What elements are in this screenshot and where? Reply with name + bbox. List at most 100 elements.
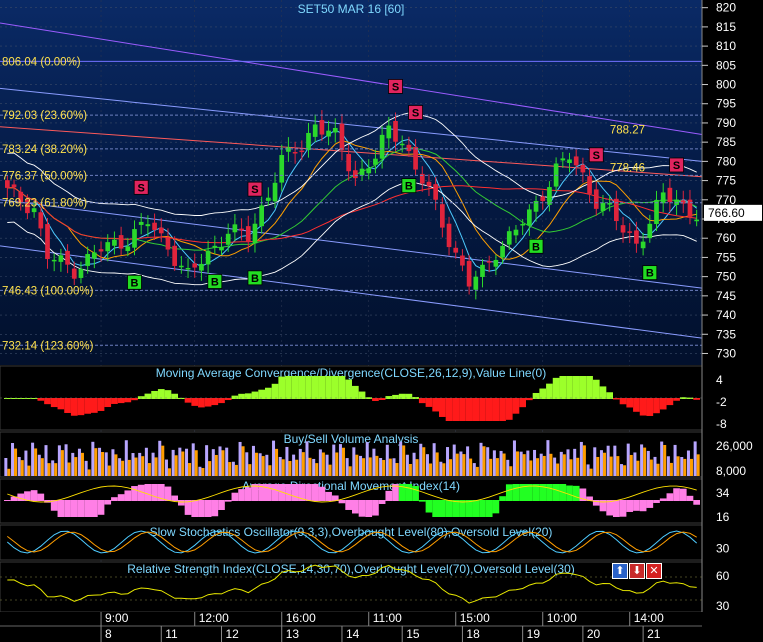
volume-buy-bar	[238, 441, 242, 476]
macd-bar	[626, 398, 634, 408]
candle-body	[98, 249, 104, 252]
macd-bar	[352, 385, 359, 399]
macd-bar	[117, 398, 125, 404]
volume-buy-bar	[71, 452, 75, 476]
candle-body	[627, 231, 633, 233]
adx-bar	[70, 500, 78, 517]
volume-sell-bar	[408, 463, 412, 476]
adx-bar	[278, 484, 286, 501]
adx-bar	[519, 484, 526, 501]
move-down-button[interactable]: ⬇	[629, 563, 645, 579]
rsi-panel-label: Relative Strength Index(CLOSE,14,30,70),…	[127, 562, 575, 576]
volume-buy-bar	[338, 444, 342, 476]
volume-sell-bar	[455, 453, 459, 476]
candle-body	[547, 187, 552, 205]
macd-bar	[184, 398, 192, 403]
macd-bar	[365, 397, 373, 399]
candle-body	[252, 223, 258, 244]
candlesticks	[5, 110, 699, 300]
svg-text:B: B	[532, 241, 540, 253]
adx-bar	[37, 493, 45, 501]
buy-signal-marker: B	[528, 238, 544, 254]
svg-text:S: S	[251, 184, 258, 196]
adx-bar	[673, 488, 680, 501]
adx-bar	[592, 500, 600, 506]
volume-sell-bar	[348, 466, 352, 476]
macd-bar	[459, 398, 466, 421]
svg-text:B: B	[251, 273, 259, 285]
macd-bar	[77, 398, 85, 416]
volume-sell-bar	[34, 448, 38, 476]
candle-body	[292, 151, 298, 154]
macd-bar	[24, 398, 31, 399]
adx-bar	[231, 492, 239, 501]
macd-panel: Moving Average Convergence/Divergence(CL…	[0, 365, 727, 431]
adx-bar	[251, 484, 259, 501]
volume-sell-bar	[636, 460, 640, 476]
svg-text:B: B	[211, 277, 219, 289]
adx-bar	[244, 487, 252, 501]
sell-signal-marker: S	[133, 179, 149, 195]
volume-sell-bar	[315, 463, 319, 476]
svg-text:S: S	[593, 150, 600, 162]
date-axis-label: 11	[165, 627, 178, 641]
volume-buy-bar	[191, 443, 195, 476]
volume-sell-bar	[101, 452, 105, 476]
adx-bar	[439, 500, 446, 517]
price-axis-tick: 735	[716, 327, 736, 341]
candle-body	[533, 200, 539, 212]
volume-buy-bar	[124, 440, 128, 476]
candle-body	[486, 261, 492, 263]
volume-sell-bar	[502, 453, 506, 476]
volume-sell-bar	[14, 448, 18, 476]
adx-bar	[352, 500, 359, 514]
adx-bar	[572, 485, 580, 501]
candle-body	[567, 159, 572, 164]
volume-buy-bar	[205, 445, 209, 476]
svg-text:B: B	[131, 277, 139, 289]
volume-buy-bar	[686, 450, 690, 476]
volume-sell-bar	[556, 463, 560, 476]
macd-bar	[452, 398, 460, 421]
buy-signal-marker: B	[247, 270, 263, 286]
volume-buy-bar	[4, 458, 8, 476]
macd-bar	[465, 398, 473, 421]
volume-sell-bar	[435, 452, 439, 476]
macd-bar	[372, 398, 379, 401]
adx-bar	[613, 500, 620, 517]
fib-level-label: 746.43 (100.00%)	[2, 285, 94, 297]
volume-buy-bar	[646, 450, 650, 476]
volume-sell-bar	[388, 458, 392, 476]
volume-sell-bar	[576, 457, 580, 476]
macd-bar	[291, 376, 299, 399]
macd-bar	[586, 376, 593, 399]
stoch-axis-tick: 30	[716, 542, 730, 556]
volume-buy-bar	[432, 443, 436, 476]
candle-body	[245, 226, 251, 243]
volume-buy-bar	[553, 457, 557, 476]
move-up-button[interactable]: ⬆	[612, 563, 628, 579]
volume-buy-bar	[405, 454, 409, 476]
macd-bar	[673, 398, 680, 401]
volume-sell-bar	[382, 459, 386, 476]
adx-bar	[445, 500, 453, 517]
candle-body	[279, 155, 285, 183]
macd-bar	[619, 398, 627, 405]
rsi-axis-tick: 30	[716, 599, 730, 613]
candle-body	[45, 224, 50, 260]
volume-sell-bar	[596, 456, 600, 476]
adx-bar	[238, 489, 245, 501]
volume-buy-bar	[613, 445, 617, 476]
close-panel-button[interactable]: ✕	[646, 563, 662, 579]
volume-buy-bar	[225, 447, 229, 476]
adx-bar	[626, 500, 634, 512]
adx-bar	[633, 500, 640, 511]
volume-buy-bar	[37, 454, 41, 476]
volume-buy-bar	[412, 452, 416, 476]
candle-body	[132, 229, 137, 248]
macd-bar	[64, 398, 71, 413]
volume-buy-bar	[653, 456, 657, 476]
volume-sell-bar	[74, 457, 78, 476]
volume-buy-bar	[24, 450, 28, 476]
